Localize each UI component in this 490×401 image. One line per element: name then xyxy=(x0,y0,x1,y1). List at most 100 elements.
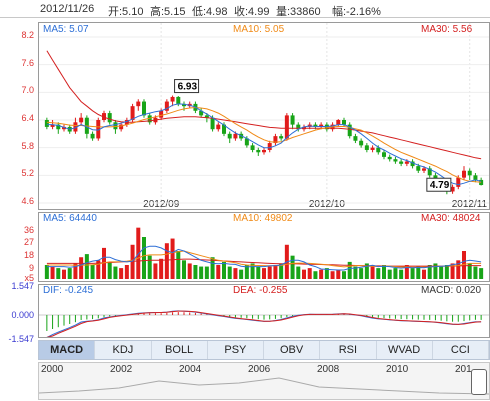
volume-bar xyxy=(279,263,284,279)
annot-high: 6.93 xyxy=(178,82,198,93)
candle-body xyxy=(73,122,78,132)
volume-bar xyxy=(250,263,255,279)
volume-bar xyxy=(473,266,478,279)
candle-body xyxy=(102,113,106,120)
candle-body xyxy=(279,136,284,139)
volume-bar xyxy=(382,265,386,279)
candle-body xyxy=(376,147,381,153)
tab-rsi[interactable]: RSI xyxy=(320,341,377,359)
candle-body xyxy=(427,168,432,176)
volume-bar xyxy=(364,263,369,279)
tab-obv[interactable]: OBV xyxy=(264,341,321,359)
x-tick-label: 2012/09 xyxy=(143,199,180,209)
candle-body xyxy=(359,140,364,146)
volume-bar xyxy=(267,266,272,279)
annot-low: 4.79 xyxy=(430,180,450,191)
volume-bar xyxy=(342,271,346,279)
candle-body xyxy=(262,149,266,153)
volume-bar xyxy=(124,265,129,279)
timeline-year: 2008 xyxy=(317,364,340,375)
candle-body xyxy=(256,149,261,153)
candle-body xyxy=(462,170,466,178)
ma5-line xyxy=(46,103,482,186)
tab-wvad[interactable]: WVAD xyxy=(377,341,433,359)
volume-bar xyxy=(462,251,466,279)
volume-bar xyxy=(176,251,181,279)
candle-body xyxy=(96,120,101,139)
volume-bar xyxy=(210,257,215,279)
timeline-year: 2006 xyxy=(248,364,271,375)
tab-psy[interactable]: PSY xyxy=(208,341,264,359)
volume-bar xyxy=(467,263,472,279)
volume-bar xyxy=(159,258,164,279)
volume-bar xyxy=(433,263,438,279)
candle-body xyxy=(353,136,358,141)
volume-bar xyxy=(399,269,404,279)
annot-low-box xyxy=(426,177,452,192)
volume-bar xyxy=(233,268,238,279)
x-tick-label: 2012/10 xyxy=(309,199,346,209)
volume-panel: MA5: 64440 MA10: 49802 MA30: 48024 xyxy=(38,212,490,282)
volume-bar xyxy=(182,260,186,279)
candle-body xyxy=(142,101,146,116)
volume-bar xyxy=(427,265,432,279)
price-y-label: 6.4 xyxy=(21,113,34,123)
volume-bar xyxy=(422,269,426,279)
price-y-label: 4.6 xyxy=(21,196,34,206)
volume-bar xyxy=(50,266,55,279)
macd-value-legend: MACD: 0.020 xyxy=(421,285,482,296)
volume-bar xyxy=(330,271,335,279)
quote-header: 2012/11/26 开:5.10 高:5.15 低:4.98 收:4.99 量… xyxy=(0,0,490,18)
volume-bar xyxy=(147,255,152,279)
candle-body xyxy=(62,126,66,130)
candle-body xyxy=(284,115,289,139)
timeline-overview xyxy=(39,377,489,395)
volume-ma30-legend: MA30: 48024 xyxy=(421,213,481,224)
macd-dea-legend: DEA: -0.255 xyxy=(233,285,288,296)
candle-body xyxy=(433,175,438,180)
macd-y-label: 1.547 xyxy=(11,281,34,291)
volume-bar xyxy=(130,244,135,279)
volume-bar xyxy=(216,265,221,279)
ma10-line xyxy=(46,106,482,183)
volume-bar xyxy=(119,268,124,279)
header-change: 幅:-2.16% xyxy=(332,6,381,18)
price-y-label: 5.8 xyxy=(21,140,34,151)
dea-line xyxy=(46,310,482,338)
volume-bar xyxy=(204,266,209,279)
candle-body xyxy=(159,110,164,118)
candle-body xyxy=(204,115,209,118)
candle-body xyxy=(50,124,55,127)
header-high: 高:5.15 xyxy=(150,6,186,18)
timeline-handle[interactable] xyxy=(471,369,487,395)
candle-body xyxy=(136,101,141,107)
timeline-year: 2000 xyxy=(41,364,64,375)
volume-y-label: 9 xyxy=(28,263,34,273)
candle-body xyxy=(410,161,415,167)
price-y-label: 5.2 xyxy=(21,168,34,179)
price-y-label: 7.6 xyxy=(21,57,34,68)
tab-kdj[interactable]: KDJ xyxy=(95,341,152,359)
candle-body xyxy=(313,124,318,127)
volume-y-label: 18 xyxy=(23,250,34,260)
candle-body xyxy=(370,147,375,150)
candle-body xyxy=(479,179,484,186)
candle-body xyxy=(319,124,324,127)
candle-body xyxy=(130,106,135,120)
volume-bar xyxy=(456,260,461,279)
candle-body xyxy=(347,124,352,137)
volume-bar xyxy=(153,263,158,279)
candle-body xyxy=(296,124,301,130)
volume-bar xyxy=(296,266,301,279)
tab-boll[interactable]: BOLL xyxy=(152,341,208,359)
volume-bar xyxy=(347,261,352,279)
candle-body xyxy=(273,136,278,144)
tab-macd[interactable]: MACD xyxy=(39,341,96,359)
tab-cci[interactable]: CCI xyxy=(433,341,489,359)
candle-body xyxy=(336,120,341,125)
price-panel: 2012/09 2012/10 2012/11 6.93 4.79 MA5: 5.07 … xyxy=(38,22,490,210)
volume-bar xyxy=(319,269,324,279)
timeline-scroller[interactable]: 2000 2002 2004 2006 2008 2010 201 xyxy=(38,362,490,400)
volume-bar xyxy=(199,266,204,279)
candle-body xyxy=(176,96,181,104)
